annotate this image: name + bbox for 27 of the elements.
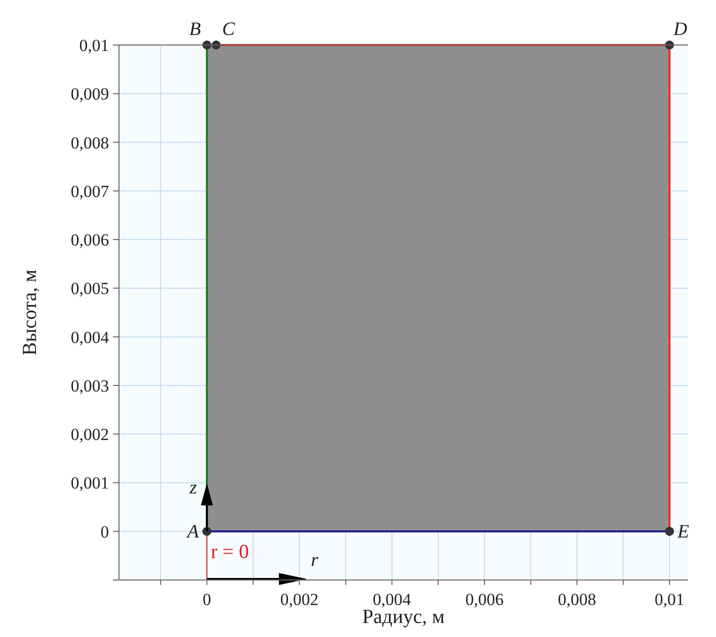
y-tick-label: 0,003 <box>70 376 109 396</box>
annotation: C <box>222 19 236 40</box>
y-tick-label: 0,002 <box>70 425 109 444</box>
annotation: D <box>672 19 688 40</box>
y-axis-title: Высота, м <box>19 269 41 356</box>
annotation: B <box>189 19 202 40</box>
x-axis-title: Радиус, м <box>362 606 446 628</box>
annotation: r <box>310 550 319 571</box>
x-tick-label: 0,004 <box>372 590 412 609</box>
y-tick-label: 0,006 <box>70 230 109 250</box>
x-tick-label: 0,01 <box>654 590 684 609</box>
annotation: E <box>676 521 690 542</box>
x-tick-label: 0,002 <box>280 590 319 609</box>
x-tick-label: 0 <box>202 590 212 609</box>
x-tick-label: 0,006 <box>465 590 504 609</box>
annotation: z <box>188 478 198 499</box>
y-tick-label: 0,01 <box>79 36 109 55</box>
y-tick-label: 0,005 <box>70 279 109 298</box>
y-tick-label: 0,001 <box>70 474 109 493</box>
ref-line-label: r = 0 <box>210 541 249 563</box>
y-tick-label: 0,007 <box>70 182 110 201</box>
annotation: A <box>185 521 200 542</box>
y-tick-label: 0,008 <box>70 133 109 152</box>
x-tick-label: 0,008 <box>558 590 596 609</box>
y-tick-label: 0,009 <box>70 84 109 104</box>
y-tick-label: 0,004 <box>70 328 110 347</box>
y-tick-label: 0 <box>100 522 109 542</box>
